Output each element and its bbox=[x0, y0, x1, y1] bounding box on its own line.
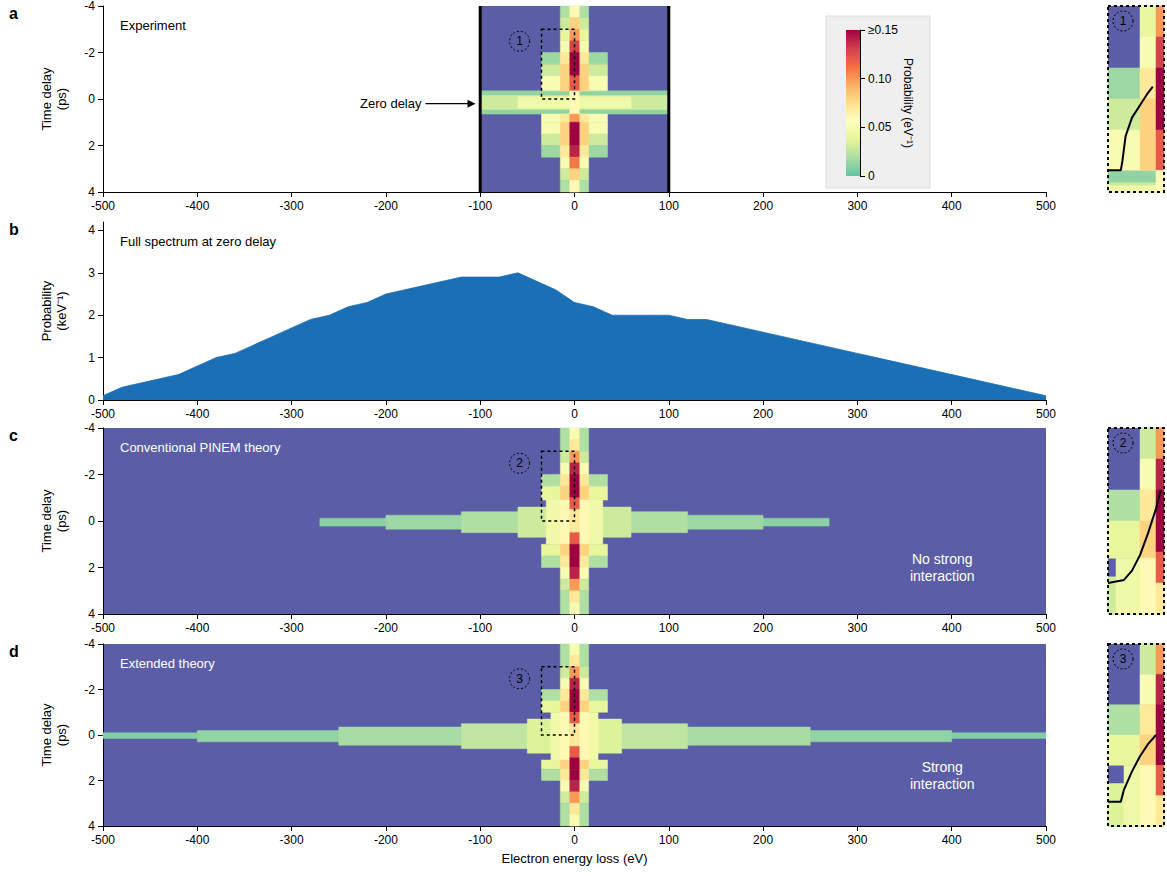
svg-text:0: 0 bbox=[88, 514, 95, 528]
svg-text:0: 0 bbox=[868, 169, 875, 183]
svg-text:Zero delay: Zero delay bbox=[360, 96, 422, 111]
svg-text:-4: -4 bbox=[84, 0, 95, 13]
svg-text:-300: -300 bbox=[280, 833, 304, 847]
svg-text:4: 4 bbox=[88, 185, 95, 199]
svg-text:4: 4 bbox=[88, 819, 95, 833]
svg-text:4: 4 bbox=[88, 223, 95, 237]
svg-text:100: 100 bbox=[659, 833, 679, 847]
svg-text:Experiment: Experiment bbox=[120, 18, 186, 33]
svg-text:Extended theory: Extended theory bbox=[120, 656, 215, 671]
svg-text:-200: -200 bbox=[374, 199, 398, 213]
svg-text:400: 400 bbox=[942, 621, 962, 635]
svg-text:300: 300 bbox=[847, 199, 867, 213]
svg-text:-200: -200 bbox=[374, 621, 398, 635]
svg-text:-200: -200 bbox=[374, 833, 398, 847]
svg-text:500: 500 bbox=[1036, 407, 1056, 421]
svg-text:Time delay: Time delay bbox=[39, 67, 54, 131]
svg-text:200: 200 bbox=[753, 621, 773, 635]
svg-text:2: 2 bbox=[1120, 436, 1127, 450]
svg-text:-2: -2 bbox=[84, 683, 95, 697]
svg-text:400: 400 bbox=[942, 833, 962, 847]
svg-text:2: 2 bbox=[88, 561, 95, 575]
svg-text:(ps): (ps) bbox=[54, 88, 69, 110]
svg-text:Probability: Probability bbox=[39, 280, 54, 341]
svg-text:(keV⁻¹): (keV⁻¹) bbox=[54, 291, 69, 330]
svg-text:0.05: 0.05 bbox=[868, 120, 892, 134]
svg-text:a: a bbox=[9, 5, 18, 22]
svg-text:Electron energy loss (eV): Electron energy loss (eV) bbox=[502, 851, 648, 866]
svg-text:interaction: interaction bbox=[910, 568, 975, 584]
svg-text:-500: -500 bbox=[91, 621, 115, 635]
svg-text:-2: -2 bbox=[84, 46, 95, 60]
svg-text:2: 2 bbox=[88, 774, 95, 788]
svg-text:4: 4 bbox=[88, 607, 95, 621]
svg-text:-4: -4 bbox=[84, 421, 95, 435]
svg-text:-400: -400 bbox=[185, 833, 209, 847]
svg-text:0: 0 bbox=[88, 728, 95, 742]
svg-text:c: c bbox=[9, 427, 18, 444]
svg-text:-2: -2 bbox=[84, 468, 95, 482]
svg-text:Time delay: Time delay bbox=[39, 703, 54, 767]
svg-text:Full spectrum at zero delay: Full spectrum at zero delay bbox=[120, 234, 277, 249]
svg-text:500: 500 bbox=[1036, 199, 1056, 213]
svg-text:0: 0 bbox=[88, 393, 95, 407]
svg-text:2: 2 bbox=[88, 308, 95, 322]
svg-text:100: 100 bbox=[659, 199, 679, 213]
svg-text:d: d bbox=[9, 643, 19, 660]
svg-text:0: 0 bbox=[571, 199, 578, 213]
svg-text:-300: -300 bbox=[280, 621, 304, 635]
svg-text:200: 200 bbox=[753, 407, 773, 421]
svg-text:-100: -100 bbox=[468, 199, 492, 213]
svg-text:300: 300 bbox=[847, 407, 867, 421]
svg-text:0: 0 bbox=[571, 833, 578, 847]
svg-text:-300: -300 bbox=[280, 407, 304, 421]
svg-text:-400: -400 bbox=[185, 621, 209, 635]
svg-text:0.10: 0.10 bbox=[868, 72, 892, 86]
svg-text:(ps): (ps) bbox=[54, 724, 69, 746]
svg-text:400: 400 bbox=[942, 407, 962, 421]
svg-text:3: 3 bbox=[1120, 652, 1127, 666]
svg-text:-200: -200 bbox=[374, 407, 398, 421]
svg-text:interaction: interaction bbox=[910, 776, 975, 792]
svg-text:-400: -400 bbox=[185, 199, 209, 213]
svg-text:200: 200 bbox=[753, 833, 773, 847]
svg-text:500: 500 bbox=[1036, 621, 1056, 635]
svg-text:Strong: Strong bbox=[922, 759, 963, 775]
svg-text:0: 0 bbox=[571, 407, 578, 421]
svg-text:0: 0 bbox=[88, 92, 95, 106]
svg-text:2: 2 bbox=[516, 456, 523, 470]
svg-text:-100: -100 bbox=[468, 407, 492, 421]
svg-text:300: 300 bbox=[847, 621, 867, 635]
svg-text:100: 100 bbox=[659, 407, 679, 421]
svg-text:0: 0 bbox=[571, 621, 578, 635]
svg-text:Time delay: Time delay bbox=[39, 489, 54, 553]
svg-text:-100: -100 bbox=[468, 621, 492, 635]
svg-text:1: 1 bbox=[88, 351, 95, 365]
svg-text:300: 300 bbox=[847, 833, 867, 847]
svg-text:Conventional PINEM theory: Conventional PINEM theory bbox=[120, 440, 281, 455]
svg-text:-300: -300 bbox=[280, 199, 304, 213]
svg-text:-500: -500 bbox=[91, 199, 115, 213]
svg-text:2: 2 bbox=[88, 139, 95, 153]
svg-text:100: 100 bbox=[659, 621, 679, 635]
svg-text:-400: -400 bbox=[185, 407, 209, 421]
svg-text:1: 1 bbox=[516, 34, 523, 48]
svg-text:≥0.15: ≥0.15 bbox=[868, 23, 898, 37]
svg-text:3: 3 bbox=[88, 266, 95, 280]
svg-text:No strong: No strong bbox=[912, 551, 973, 567]
svg-text:200: 200 bbox=[753, 199, 773, 213]
svg-text:500: 500 bbox=[1036, 833, 1056, 847]
svg-text:-500: -500 bbox=[91, 407, 115, 421]
svg-text:Probability (eV⁻¹): Probability (eV⁻¹) bbox=[901, 58, 915, 148]
svg-text:-4: -4 bbox=[84, 637, 95, 651]
svg-text:1: 1 bbox=[1120, 14, 1127, 28]
svg-text:b: b bbox=[9, 221, 19, 238]
svg-text:-500: -500 bbox=[91, 833, 115, 847]
svg-text:400: 400 bbox=[942, 199, 962, 213]
svg-text:-100: -100 bbox=[468, 833, 492, 847]
svg-text:(ps): (ps) bbox=[54, 510, 69, 532]
svg-text:3: 3 bbox=[516, 672, 523, 686]
